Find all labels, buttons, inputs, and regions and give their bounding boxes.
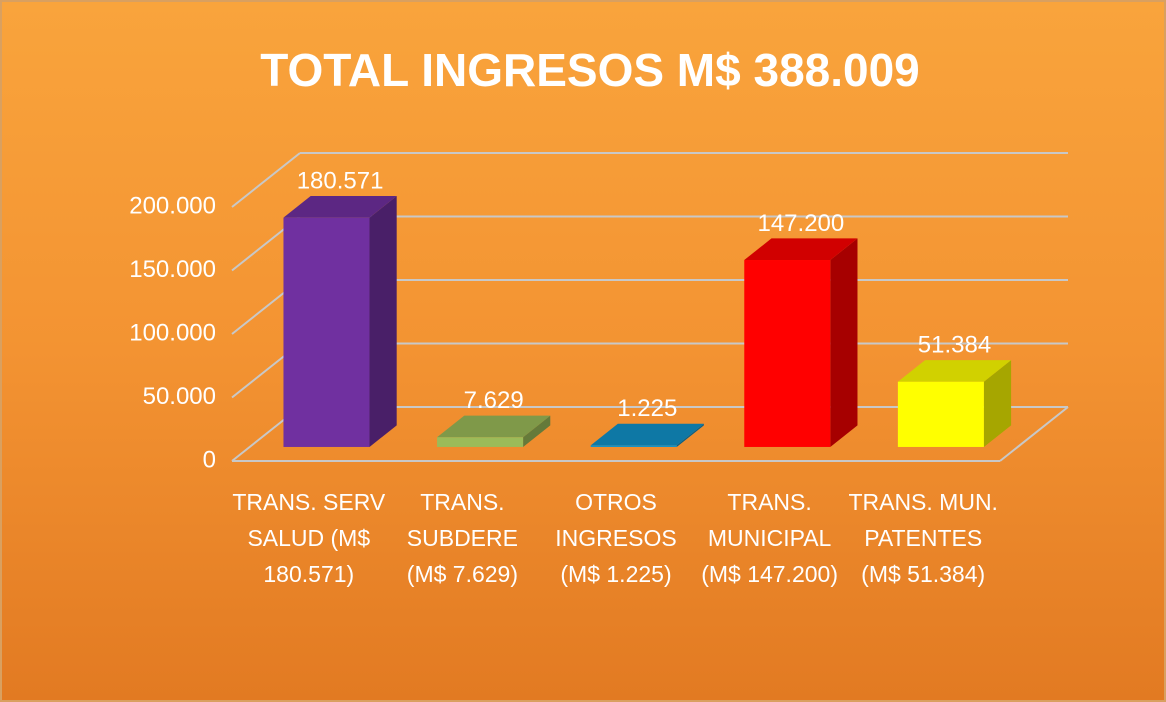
bar-top: [437, 415, 551, 438]
chart-title: TOTAL INGRESOS M$ 388.009: [260, 44, 920, 96]
y-tick-label: 0: [203, 446, 216, 473]
data-label: 147.200: [757, 210, 844, 237]
y-tick-label: 50.000: [143, 383, 216, 410]
bar-side: [523, 415, 551, 447]
data-label: 7.629: [464, 387, 524, 414]
x-tick-label: TRANS. MUN. PATENTES (M$ 51.384): [848, 489, 998, 587]
bar: [283, 217, 370, 447]
data-label: 180.571: [297, 167, 384, 194]
bar-top: [590, 423, 704, 446]
side-grid-line: [231, 152, 301, 208]
bar-side: [983, 360, 1012, 447]
x-tick-label: TRANS. MUNICIPAL (M$ 147.200): [701, 489, 838, 587]
data-label: 1.225: [617, 395, 677, 422]
bar-top: [744, 238, 858, 261]
data-label: 51.384: [918, 331, 991, 358]
bar: [590, 445, 677, 447]
bar-top: [283, 196, 397, 218]
x-tick-label: TRANS. SUBDERE (M$ 7.629): [406, 489, 518, 587]
y-tick-label: 200.000: [129, 192, 216, 219]
bar: [744, 260, 831, 447]
bar-side: [676, 423, 704, 447]
y-tick-label: 150.000: [129, 256, 216, 283]
bar: [437, 437, 524, 447]
bar: [897, 381, 984, 447]
x-tick-label: TRANS. SERV SALUD (M$ 180.571): [232, 489, 386, 587]
bar-side: [369, 196, 397, 447]
bar-side: [830, 238, 858, 447]
floor-edge: [999, 406, 1069, 462]
x-tick-label: OTROS INGRESOS (M$ 1.225): [555, 489, 677, 587]
y-tick-label: 100.000: [129, 319, 216, 346]
bar-top: [897, 360, 1012, 382]
